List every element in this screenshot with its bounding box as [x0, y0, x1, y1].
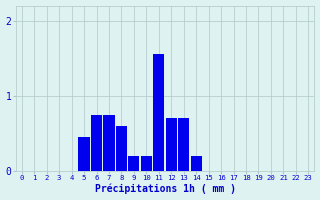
Bar	[91, 115, 102, 171]
Bar	[103, 115, 115, 171]
Bar	[178, 118, 189, 171]
Bar	[153, 54, 164, 171]
X-axis label: Précipitations 1h ( mm ): Précipitations 1h ( mm )	[94, 184, 236, 194]
Bar	[78, 137, 90, 171]
Bar	[128, 156, 140, 171]
Bar	[190, 156, 202, 171]
Bar	[141, 156, 152, 171]
Bar	[116, 126, 127, 171]
Bar	[166, 118, 177, 171]
